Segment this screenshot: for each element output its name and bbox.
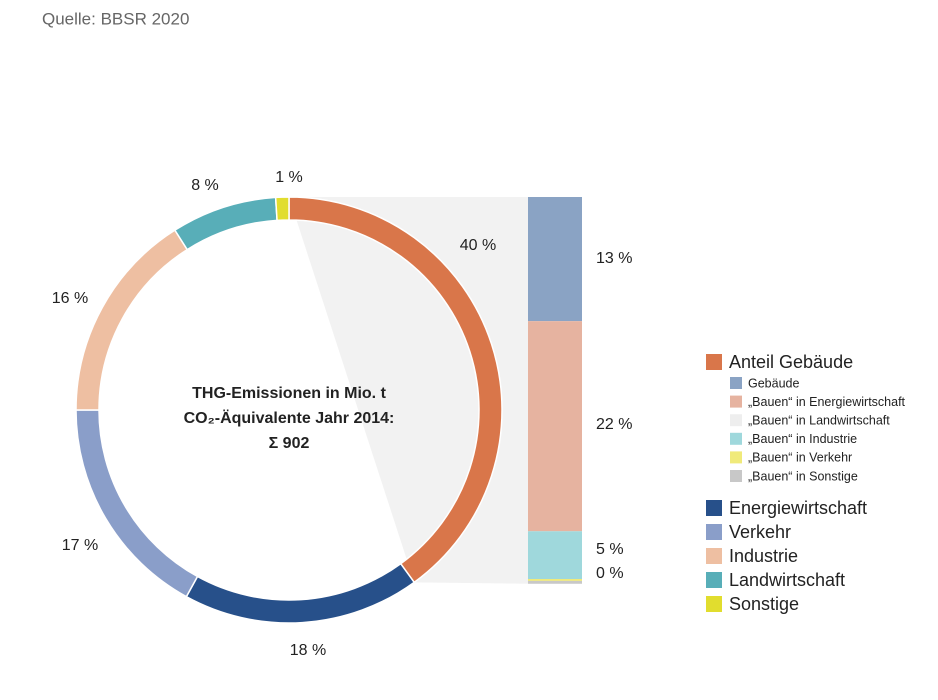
source: Quelle: BBSR 2020: [42, 9, 189, 28]
legend-sublabel: „Bauen“ in Verkehr: [748, 451, 852, 465]
bar-value-label: 0 %: [596, 565, 624, 582]
value-label: 40 %: [460, 237, 496, 254]
value-label: 16 %: [52, 290, 88, 307]
legend-sublabel: „Bauen“ in Landwirtschaft: [748, 413, 890, 427]
donut-segment: [75, 409, 199, 598]
center-title: THG-Emissionen in Mio. t: [192, 385, 386, 402]
center-title: Σ 902: [269, 435, 310, 452]
value-label: 18 %: [290, 642, 326, 659]
bar-segment: [528, 531, 582, 579]
legend-swatch: [706, 524, 722, 540]
donut-segment: [274, 196, 290, 222]
donut-segment: [173, 196, 278, 251]
legend-sublabel: „Bauen“ in Industrie: [748, 432, 857, 446]
legend-sublabel: „Bauen“ in Energiewirtschaft: [748, 395, 906, 409]
legend-label: Industrie: [729, 546, 798, 566]
bar-value-label: 13 %: [596, 250, 632, 267]
legend-label: Sonstige: [729, 594, 799, 614]
donut-segment: [185, 562, 416, 624]
bar-segment: [528, 197, 582, 322]
legend-sublabel: „Bauen“ in Sonstige: [748, 469, 858, 483]
center-title: CO₂-Äquivalente Jahr 2014:: [184, 409, 395, 427]
bar-segment: [528, 579, 582, 581]
legend-swatch: [730, 470, 742, 482]
bar-segment: [528, 321, 582, 532]
legend-label: Verkehr: [729, 522, 791, 542]
legend-swatch: [706, 596, 722, 612]
donut-segment: [75, 229, 189, 411]
legend-swatch: [706, 354, 722, 370]
legend-label: Energiewirtschaft: [729, 498, 867, 518]
legend-swatch: [706, 548, 722, 564]
legend-label: Landwirtschaft: [729, 570, 845, 590]
legend-label: Anteil Gebäude: [729, 352, 853, 372]
value-label: 8 %: [191, 177, 219, 194]
legend-swatch: [730, 377, 742, 389]
value-label: 17 %: [62, 537, 98, 554]
value-label: 1 %: [275, 169, 303, 186]
legend-swatch: [730, 432, 742, 445]
legend-swatch: [706, 500, 722, 516]
legend-swatch: [730, 414, 742, 427]
legend-swatch: [730, 451, 742, 464]
legend-swatch: [706, 572, 722, 588]
legend-sublabel: Gebäude: [748, 376, 799, 390]
legend-swatch: [730, 395, 742, 408]
bar-segment: [528, 580, 582, 584]
bar-value-label: 22 %: [596, 416, 632, 433]
bar-value-label: 5 %: [596, 541, 624, 558]
